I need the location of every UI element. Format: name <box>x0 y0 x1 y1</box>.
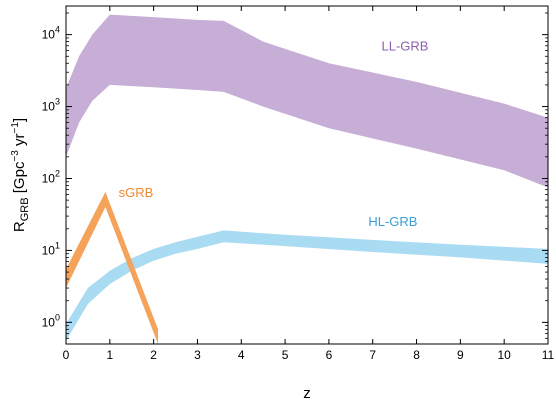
band-ll-grb <box>66 14 548 188</box>
x-tick-label: 10 <box>498 348 512 362</box>
series-label-sgrb: sGRB <box>119 185 154 200</box>
series-label-ll-grb: LL-GRB <box>381 39 428 54</box>
x-tick-label: 4 <box>238 348 245 362</box>
x-tick-label: 3 <box>194 348 201 362</box>
y-axis-title-main: R <box>11 221 28 232</box>
x-tick-label: 0 <box>63 348 70 362</box>
x-tick-label: 7 <box>369 348 376 362</box>
y-tick-label: 102 <box>42 168 60 185</box>
plot-frame <box>65 5 549 345</box>
x-tick-label: 6 <box>326 348 333 362</box>
y-axis-title-sup1: −3 <box>10 150 21 162</box>
y-axis-title-sup2: −1 <box>10 122 21 134</box>
series-label-hl-grb: HL-GRB <box>368 214 417 229</box>
axis-ticks: 0 1 2 3 4 5 6 7 8 9 10 11 100 101 102 103 104 <box>42 6 555 362</box>
x-tick-label: 11 <box>542 348 555 362</box>
band-sgrb <box>66 191 158 344</box>
y-axis-title-close: ] <box>11 118 28 122</box>
x-tick-label: 9 <box>457 348 464 362</box>
y-axis-title: RGRB [Gpc−3 yr−1] <box>10 118 31 232</box>
data-bands <box>66 14 548 344</box>
y-axis-title-units: [Gpc <box>11 161 28 197</box>
y-axis-title-sub: GRB <box>19 197 31 221</box>
y-tick-label: 104 <box>42 25 60 42</box>
x-tick-label: 1 <box>106 348 113 362</box>
y-tick-label: 103 <box>42 97 60 114</box>
x-axis-title: z <box>303 385 311 400</box>
y-axis-title-units-mid: yr <box>11 133 28 150</box>
x-tick-label: 2 <box>150 348 157 362</box>
x-tick-label: 5 <box>282 348 289 362</box>
x-tick-label: 8 <box>413 348 420 362</box>
series-labels: LL-GRB HL-GRB sGRB <box>119 39 429 229</box>
y-tick-label: 100 <box>42 312 60 329</box>
y-tick-label: 101 <box>42 240 60 257</box>
